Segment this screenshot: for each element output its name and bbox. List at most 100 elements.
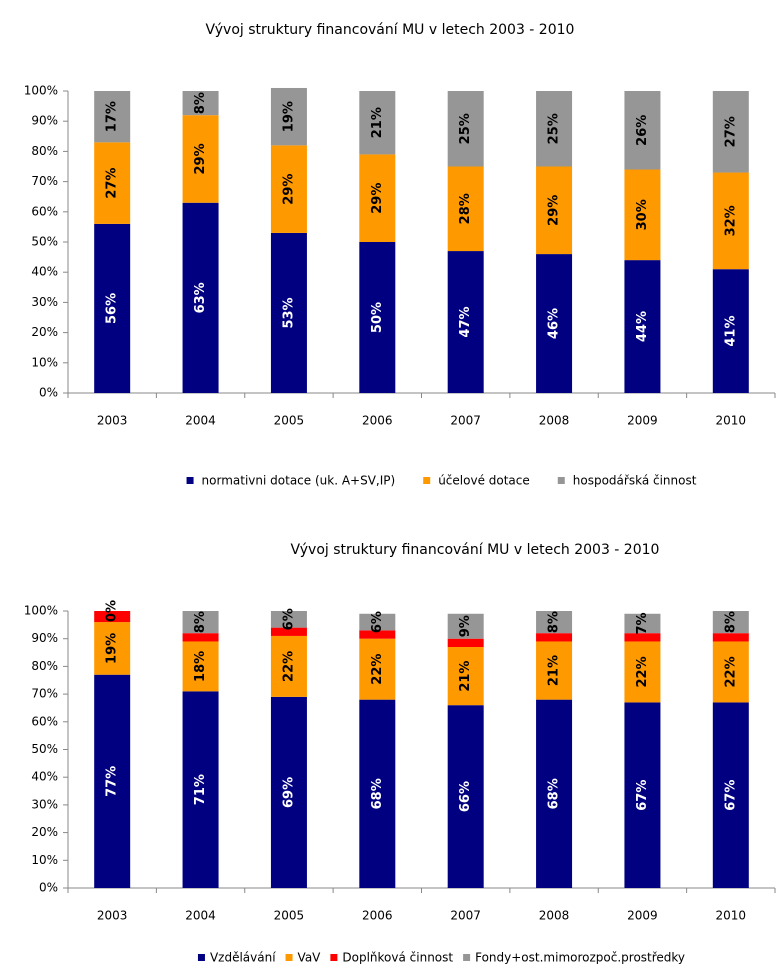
x-tick-label: 2010 — [716, 414, 747, 428]
value-label: 6% — [281, 608, 296, 630]
bar-segment — [359, 613, 396, 631]
value-label: 41% — [723, 316, 738, 347]
value-label: 9% — [458, 615, 473, 637]
legend-label: normativni dotace (uk. A+SV,IP) — [202, 474, 396, 488]
bar-segment — [359, 91, 396, 155]
value-label: 56% — [105, 293, 120, 324]
bar-segment — [359, 242, 396, 393]
bar-segment — [94, 622, 131, 675]
legend-swatch — [197, 954, 205, 961]
value-label: 77% — [105, 766, 120, 797]
x-tick-label: 2006 — [362, 414, 393, 428]
value-label: 71% — [193, 774, 208, 805]
y-tick-label: 90% — [31, 631, 58, 645]
bar-segment — [447, 91, 484, 167]
bar-segment — [447, 166, 484, 252]
bar-segment — [270, 611, 307, 628]
bar-segment — [270, 232, 307, 393]
bar-segment — [536, 641, 573, 700]
bar-segment — [712, 269, 749, 393]
bar-segment — [624, 169, 661, 261]
value-label: 21% — [370, 107, 385, 138]
x-tick-label: 2003 — [97, 414, 128, 428]
bar-segment — [712, 641, 749, 703]
legend-label: účelové dotace — [438, 474, 530, 488]
value-label: 21% — [547, 655, 562, 686]
bar-segment — [712, 91, 749, 173]
x-tick-label: 2003 — [97, 909, 128, 923]
legend-label: VaV — [298, 951, 322, 965]
y-tick-label: 70% — [31, 174, 58, 188]
bar-segment — [536, 633, 573, 642]
x-tick-label: 2009 — [627, 414, 658, 428]
value-label: 47% — [458, 306, 473, 337]
bar-segment — [182, 115, 219, 203]
bar-segment — [270, 635, 307, 697]
y-tick-label: 10% — [31, 853, 58, 867]
bar-segment — [447, 638, 484, 648]
legend-swatch — [186, 477, 194, 484]
bar-segment — [447, 613, 484, 639]
value-label: 29% — [193, 143, 208, 174]
y-tick-label: 80% — [31, 659, 58, 673]
legend-swatch — [423, 477, 431, 484]
y-tick-label: 20% — [31, 325, 58, 339]
x-tick-label: 2005 — [274, 909, 305, 923]
value-label: 18% — [193, 651, 208, 682]
bar-segment — [270, 87, 307, 146]
y-tick-label: 100% — [24, 84, 58, 98]
legend-label: hospodářská činnost — [573, 474, 697, 488]
value-label: 66% — [458, 781, 473, 812]
value-label: 7% — [635, 612, 650, 634]
y-tick-label: 0% — [39, 881, 58, 895]
bar-segment — [359, 154, 396, 242]
value-label: 69% — [281, 777, 296, 808]
bar-segment — [270, 145, 307, 233]
x-tick-label: 2009 — [627, 909, 658, 923]
bar-segment — [182, 691, 219, 888]
bar-segment — [359, 630, 396, 639]
bar-segment — [94, 611, 131, 623]
y-tick-label: 10% — [31, 355, 58, 369]
value-label: 29% — [281, 174, 296, 205]
y-tick-label: 70% — [31, 687, 58, 701]
value-label: 25% — [547, 113, 562, 144]
y-tick-label: 100% — [24, 604, 58, 618]
chart-title: Vývoj struktury financování MU v letech … — [291, 542, 660, 558]
value-label: 22% — [635, 656, 650, 687]
bar-segment — [447, 251, 484, 393]
bar-segment — [182, 611, 219, 634]
bar-segment — [182, 633, 219, 642]
value-label: 27% — [105, 168, 120, 199]
x-tick-label: 2006 — [362, 909, 393, 923]
bar-segment — [712, 611, 749, 634]
value-label: 19% — [281, 101, 296, 132]
bar-segment — [624, 633, 661, 642]
bar-segment — [624, 702, 661, 888]
value-label: 22% — [370, 654, 385, 685]
x-tick-label: 2007 — [450, 414, 481, 428]
bar-segment — [536, 254, 573, 393]
bar-segment — [94, 91, 131, 143]
y-tick-label: 40% — [31, 265, 58, 279]
value-label: 26% — [635, 115, 650, 146]
bar-segment — [536, 611, 573, 634]
x-tick-label: 2005 — [274, 414, 305, 428]
value-label: 28% — [458, 193, 473, 224]
y-tick-label: 30% — [31, 797, 58, 811]
value-label: 44% — [635, 311, 650, 342]
bar-segment — [447, 647, 484, 706]
legend-label: Vzdělávání — [210, 951, 276, 965]
value-label: 50% — [370, 302, 385, 333]
bar-segment — [712, 172, 749, 270]
x-tick-label: 2004 — [185, 909, 216, 923]
legend-label: Doplňková činnost — [342, 951, 453, 965]
bar-segment — [536, 699, 573, 888]
bar-segment — [712, 633, 749, 642]
value-label: 29% — [370, 183, 385, 214]
value-label: 30% — [635, 199, 650, 230]
value-label: 22% — [281, 651, 296, 682]
x-tick-label: 2010 — [716, 909, 747, 923]
legend-swatch — [463, 954, 471, 961]
value-label: 6% — [370, 611, 385, 633]
